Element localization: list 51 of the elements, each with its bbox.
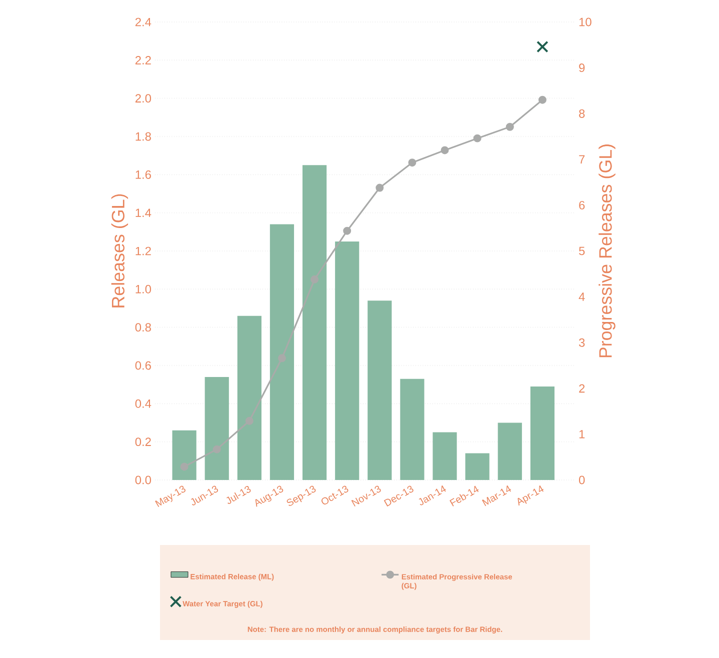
y-axis-title: Releases (GL) [111,194,128,308]
y-tick-label: 0.2 [135,438,151,446]
y2-tick-label: 0 [578,476,585,484]
y-tick-label: 1.2 [136,246,151,256]
point [440,146,449,154]
bar [400,378,424,480]
y2-tick-label: 5 [579,246,585,256]
bar [530,386,554,480]
y2-tick-label: 7 [579,155,585,164]
bar [498,422,522,480]
y-tick-label: 0.4 [135,399,152,408]
y-tick-label: 2.0 [135,94,152,103]
bar [237,316,262,480]
y2-tick-label: 3 [578,338,585,347]
point [278,354,286,362]
y2-tick-label: 9 [579,64,585,72]
y2-axis-title: Progressive Releases (GL) [598,144,616,358]
y-tick-label: 1.8 [136,132,151,141]
y2-tick-label: 10 [579,18,592,26]
point [180,462,188,471]
y-tick-label: 2.2 [135,56,151,64]
point [408,158,416,167]
point [310,275,319,284]
bar [368,300,392,480]
y2-tick-label: 4 [578,292,585,301]
point [538,96,546,104]
y-tick-label: 0.0 [135,476,152,484]
y-tick-label: 1.0 [136,284,152,294]
bar [335,241,360,480]
point [506,122,514,131]
y2-tick-label: 6 [579,200,585,210]
bar [204,376,229,480]
bar [302,165,327,480]
y-tick-label: 1.6 [136,170,151,179]
y-tick-label: 2.4 [135,18,152,26]
bar [432,432,457,480]
point [536,40,548,53]
y-tick-label: 0.6 [135,361,151,370]
y2-tick-label: 2 [579,384,585,393]
y-tick-label: 1.4 [136,208,152,217]
bar [172,430,196,480]
y2-tick-label: 8 [579,109,585,118]
bar [465,453,490,480]
y-tick-label: 0.8 [135,323,151,332]
point [343,226,352,235]
point [245,416,254,425]
point [473,134,482,142]
y2-tick-label: 1 [579,430,585,438]
point [212,445,221,454]
point [376,184,384,192]
bar [270,224,294,480]
